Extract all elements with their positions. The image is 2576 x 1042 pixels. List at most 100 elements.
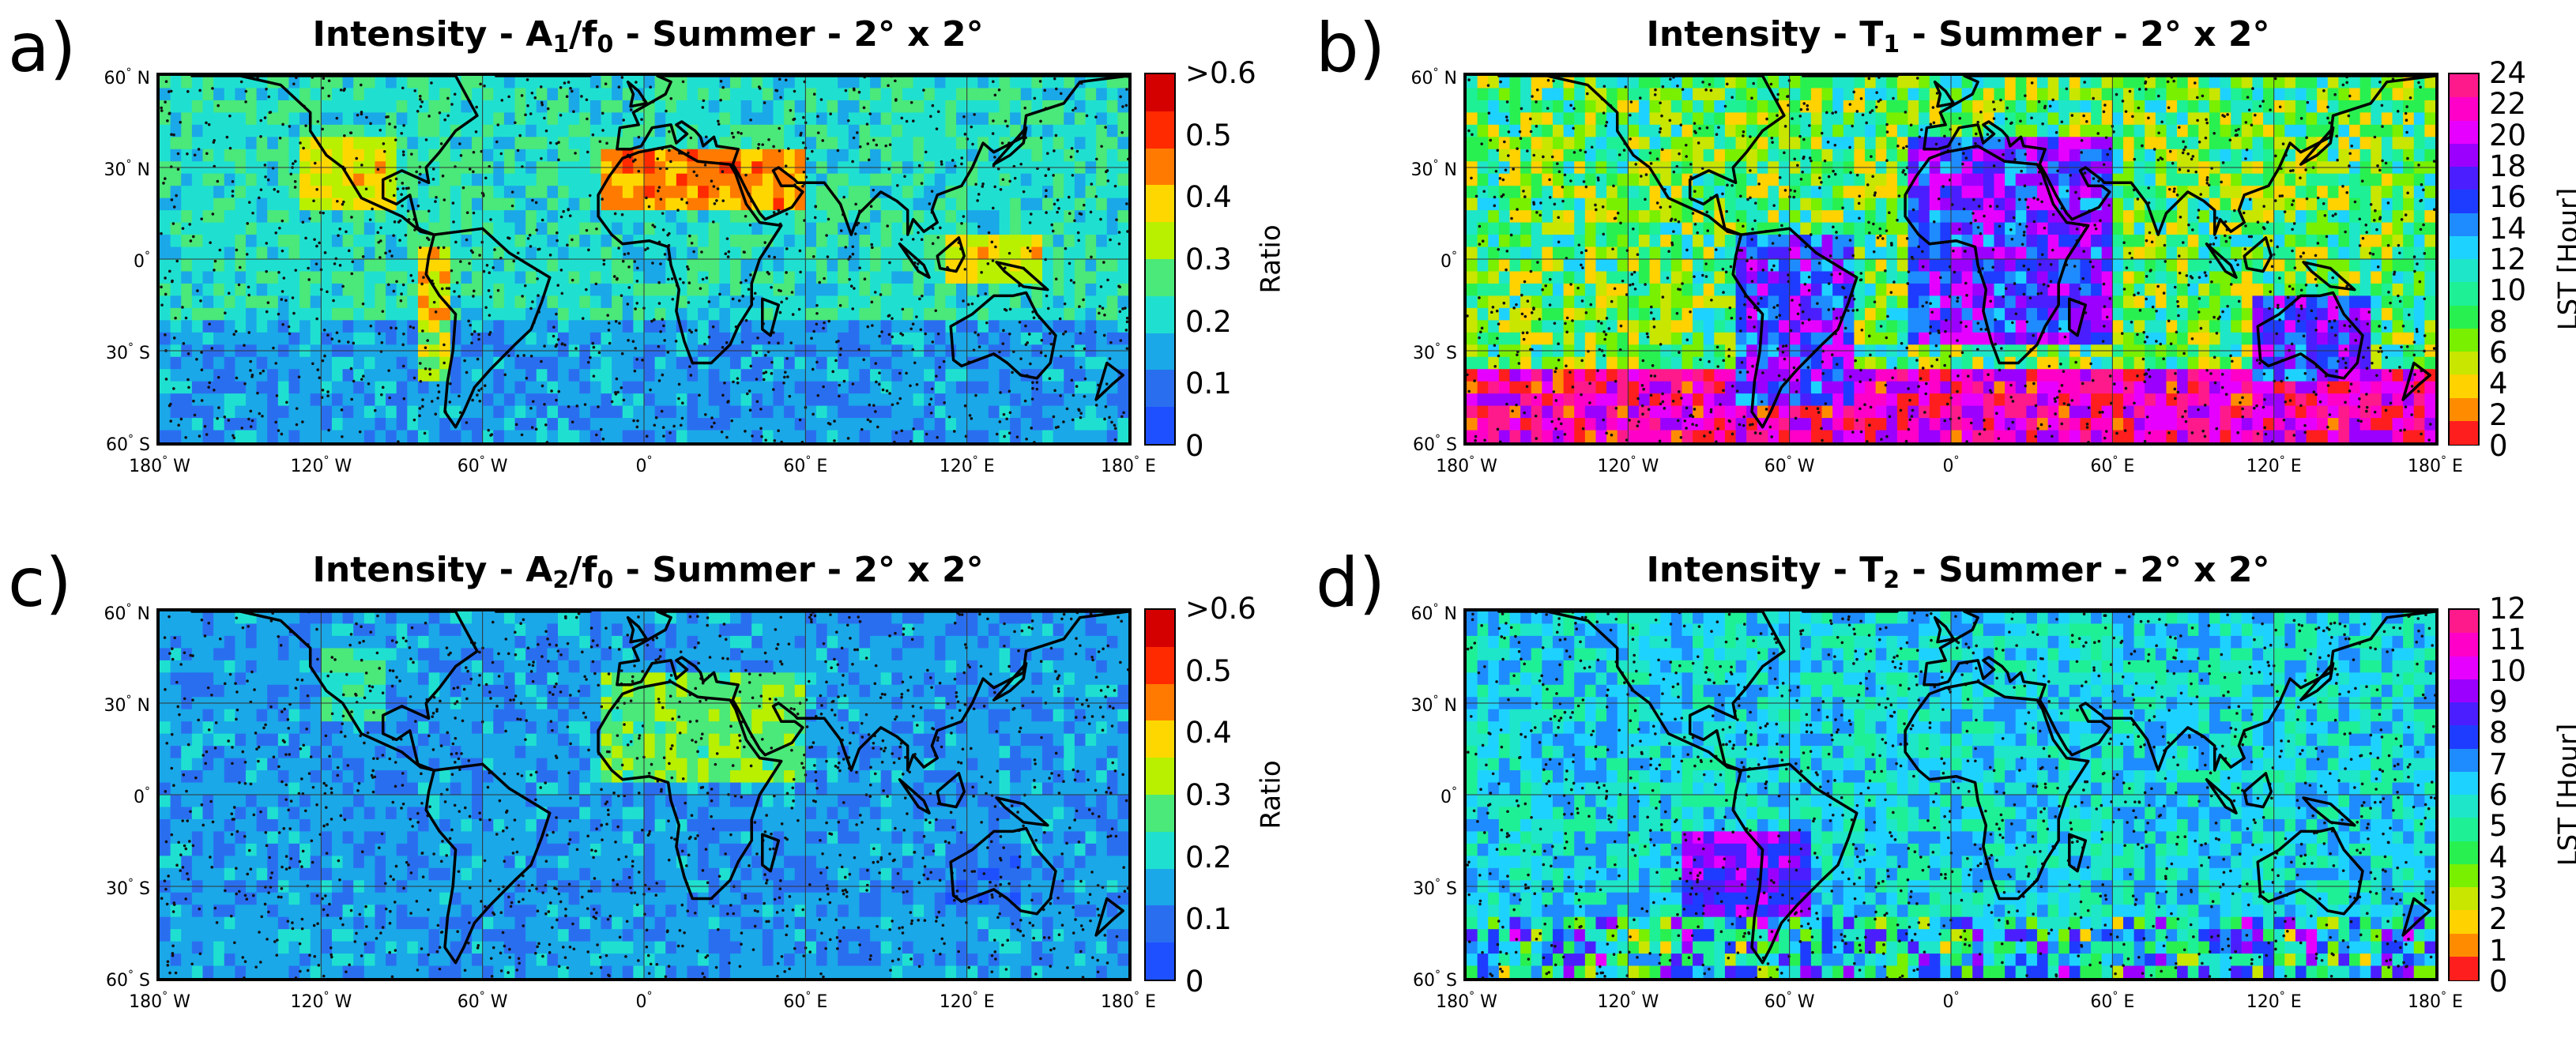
- colorbar-segment: [1146, 295, 1174, 334]
- colorbar-tick-label: 0.1: [1185, 367, 1232, 401]
- lon-tick-label: 120° W: [290, 454, 352, 476]
- colorbar-segment: [1146, 610, 1174, 648]
- colorbar-segment: [2450, 190, 2478, 213]
- colorbar-tick-label: 3: [2489, 871, 2508, 905]
- lat-tick-label: 60° N: [104, 66, 150, 88]
- map-field: [160, 611, 1128, 978]
- map-field: [160, 76, 1128, 442]
- lat-tick-label: 30° N: [1410, 158, 1457, 180]
- colorbar: [1144, 73, 1176, 446]
- lon-tick-label: 0°: [635, 990, 653, 1012]
- colorbar-segment: [2450, 213, 2478, 237]
- colorbar-segment: [2450, 397, 2478, 422]
- lon-tick-label: 60° W: [1764, 454, 1815, 476]
- panel-title: Intensity - A2/f0 - Summer - 2° x 2°: [312, 550, 984, 594]
- colorbar-segment: [2450, 771, 2478, 796]
- colorbar-tick-label: 8: [2489, 716, 2508, 750]
- colorbar-segment: [1146, 333, 1174, 371]
- colorbar: [2448, 608, 2480, 981]
- colorbar-tick-label: 2: [2489, 397, 2508, 432]
- colorbar-tick-label: 8: [2489, 304, 2508, 339]
- coastlines: [190, 76, 1128, 429]
- colorbar-tick-label: 0: [1185, 965, 1204, 999]
- coastlines: [190, 611, 1128, 965]
- colorbar-tick-label: 12: [2489, 243, 2527, 276]
- colorbar-segment: [1146, 74, 1174, 112]
- colorbar-segment: [2450, 656, 2478, 680]
- colorbar-segment: [2450, 282, 2478, 306]
- lat-tick-label: 0°: [1441, 785, 1457, 807]
- colorbar-segment: [1146, 646, 1174, 685]
- significance-dots: [160, 76, 1128, 442]
- colorbar-tick-label: 0.5: [1185, 118, 1232, 152]
- lat-tick-label: 30° S: [1413, 341, 1457, 363]
- colorbar-segment: [1146, 148, 1174, 186]
- lon-tick-label: 180° W: [1436, 454, 1497, 476]
- colorbar-segment: [2450, 818, 2478, 841]
- lon-tick-label: 120° W: [1597, 990, 1659, 1012]
- colorbar-tick-label: 4: [2489, 367, 2508, 401]
- lon-tick-label: 60° E: [783, 454, 828, 476]
- colorbar-tick-label: 10: [2489, 653, 2527, 688]
- colorbar-segment: [2450, 679, 2478, 703]
- lon-tick-label: 60° E: [783, 990, 828, 1012]
- lon-tick-label: 180° E: [1101, 454, 1156, 476]
- colorbar-tick-label: 12: [2489, 592, 2527, 626]
- colorbar-segment: [2450, 97, 2478, 121]
- colorbar-segment: [2450, 795, 2478, 818]
- lon-tick-label: 180° E: [2408, 990, 2463, 1012]
- colorbar-label: Ratio: [1255, 224, 1287, 294]
- colorbar-tick-label: >0.6: [1185, 592, 1256, 626]
- colorbar-segment: [1146, 111, 1174, 149]
- colorbar-tick-label: 9: [2489, 685, 2508, 719]
- lon-tick-label: 60° E: [2090, 454, 2135, 476]
- lon-tick-label: 120° W: [1597, 454, 1659, 476]
- lat-tick-label: 30° S: [106, 341, 150, 363]
- lon-tick-label: 60° E: [2090, 990, 2135, 1012]
- field-cells: [1467, 611, 2435, 978]
- colorbar-tick-label: 5: [2489, 809, 2508, 844]
- colorbar-segment: [1146, 942, 1174, 980]
- colorbar-segment: [2450, 863, 2478, 888]
- colorbar-segment: [2450, 352, 2478, 375]
- significance-dots: [1467, 611, 2435, 978]
- lat-tick-label: 0°: [134, 785, 150, 807]
- lat-tick-label: 0°: [1441, 250, 1457, 272]
- colorbar-segment: [2450, 610, 2478, 634]
- colorbar-tick-label: 10: [2489, 273, 2527, 308]
- lat-tick-label: 30° N: [104, 694, 150, 716]
- colorbar-tick-label: 11: [2489, 623, 2527, 657]
- colorbar-segment: [2450, 956, 2478, 980]
- colorbar-segment: [2450, 702, 2478, 726]
- lat-tick-label: 60° N: [1410, 602, 1457, 624]
- graticule: [160, 76, 1128, 442]
- colorbar-segment: [1146, 758, 1174, 796]
- colorbar-segment: [1146, 683, 1174, 721]
- colorbar-segment: [2450, 74, 2478, 98]
- lon-tick-label: 180° E: [2408, 454, 2463, 476]
- lat-tick-label: 60° N: [1410, 66, 1457, 88]
- lon-tick-label: 180° W: [129, 990, 190, 1012]
- colorbar-tick-label: 2: [2489, 902, 2508, 937]
- lat-tick-label: 60° N: [104, 602, 150, 624]
- lat-tick-label: 0°: [134, 250, 150, 272]
- colorbar-label: LST [Hour]: [2552, 723, 2576, 867]
- lon-tick-label: 0°: [1942, 990, 1960, 1012]
- panel-letter: a): [8, 9, 77, 88]
- colorbar: [1144, 608, 1176, 981]
- lat-tick-label: 30° S: [106, 877, 150, 899]
- colorbar-segment: [1146, 370, 1174, 408]
- colorbar-tick-label: 16: [2489, 180, 2527, 215]
- colorbar-tick-label: 0.3: [1185, 243, 1232, 276]
- lat-tick-label: 60° S: [106, 433, 150, 455]
- colorbar-label: Ratio: [1255, 760, 1287, 829]
- colorbar-segment: [2450, 841, 2478, 865]
- colorbar-segment: [2450, 933, 2478, 957]
- graticule: [1467, 611, 2435, 978]
- colorbar: [2448, 73, 2480, 446]
- colorbar-segment: [2450, 725, 2478, 749]
- lon-tick-label: 180° W: [1436, 990, 1497, 1012]
- colorbar-tick-label: 0.3: [1185, 778, 1232, 812]
- significance-dots: [160, 611, 1128, 978]
- map-plot: [156, 608, 1132, 981]
